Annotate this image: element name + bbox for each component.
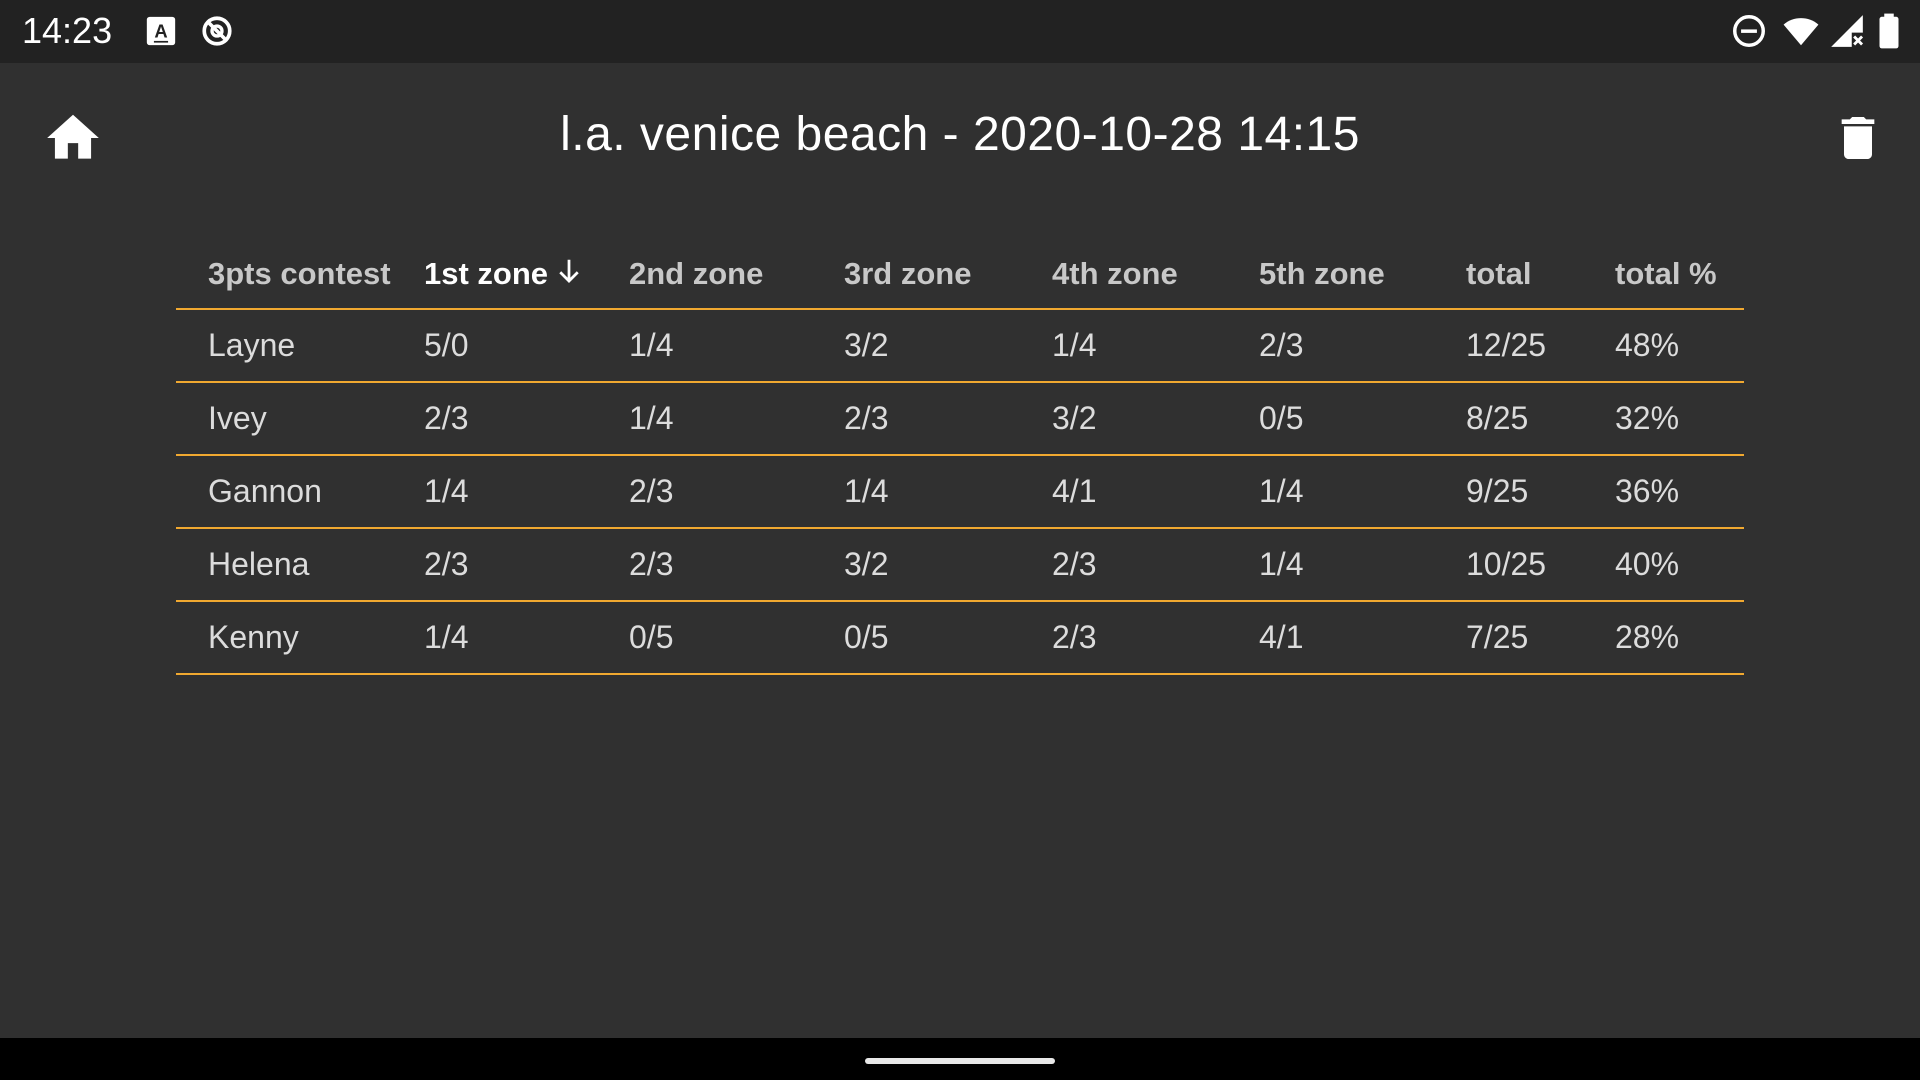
table-row[interactable]: Gannon 1/4 2/3 1/4 4/1 1/4 9/25 36% [176, 455, 1744, 529]
sort-arrow-down-icon [559, 259, 579, 283]
cell-player-name: Ivey [176, 382, 392, 456]
navigation-bar [0, 1038, 1920, 1080]
wifi-icon [1783, 18, 1819, 46]
cell-total-percent: 48% [1583, 309, 1744, 383]
cell-2nd-zone: 1/4 [597, 382, 812, 456]
cell-total: 12/25 [1434, 309, 1583, 383]
cell-total: 7/25 [1434, 601, 1583, 675]
cell-5th-zone: 0/5 [1227, 382, 1434, 456]
cell-2nd-zone: 2/3 [597, 455, 812, 529]
cell-3rd-zone: 3/2 [812, 528, 1020, 602]
table-row[interactable]: Helena 2/3 2/3 3/2 2/3 1/4 10/25 40% [176, 528, 1744, 602]
header-total[interactable]: total [1434, 240, 1583, 310]
header-contest[interactable]: 3pts contest [176, 240, 392, 310]
cell-2nd-zone: 2/3 [597, 528, 812, 602]
results-table-container: 3pts contest 1st zone 2nd zone 3rd zone … [176, 240, 1744, 675]
cell-1st-zone: 1/4 [392, 601, 597, 675]
cell-2nd-zone: 1/4 [597, 309, 812, 383]
header-4th-zone[interactable]: 4th zone [1020, 240, 1227, 310]
header-5th-zone[interactable]: 5th zone [1227, 240, 1434, 310]
cell-5th-zone: 1/4 [1227, 528, 1434, 602]
cell-player-name: Layne [176, 309, 392, 383]
home-gesture-handle[interactable] [865, 1058, 1055, 1064]
cell-4th-zone: 3/2 [1020, 382, 1227, 456]
font-a-icon: A [146, 16, 176, 46]
cell-4th-zone: 2/3 [1020, 528, 1227, 602]
svg-text:A: A [154, 20, 167, 41]
cell-3rd-zone: 3/2 [812, 309, 1020, 383]
battery-icon [1879, 13, 1899, 49]
table-row[interactable]: Ivey 2/3 1/4 2/3 3/2 0/5 8/25 32% [176, 382, 1744, 456]
sync-icon [202, 16, 232, 46]
cell-3rd-zone: 1/4 [812, 455, 1020, 529]
cell-player-name: Kenny [176, 601, 392, 675]
cell-4th-zone: 2/3 [1020, 601, 1227, 675]
cell-5th-zone: 2/3 [1227, 309, 1434, 383]
cell-total-percent: 40% [1583, 528, 1744, 602]
cell-total-percent: 36% [1583, 455, 1744, 529]
home-icon[interactable] [40, 107, 106, 169]
cell-4th-zone: 4/1 [1020, 455, 1227, 529]
status-time: 14:23 [22, 10, 113, 51]
table-row[interactable]: Layne 5/0 1/4 3/2 1/4 2/3 12/25 48% [176, 309, 1744, 383]
cell-signal-icon [1831, 15, 1864, 47]
cell-1st-zone: 2/3 [392, 528, 597, 602]
cell-5th-zone: 4/1 [1227, 601, 1434, 675]
status-bar: 14:23 A [0, 0, 1920, 63]
trash-icon[interactable] [1830, 107, 1886, 169]
cell-total: 8/25 [1434, 382, 1583, 456]
app-bar: l.a. venice beach - 2020-10-28 14:15 [0, 63, 1920, 211]
results-table: 3pts contest 1st zone 2nd zone 3rd zone … [176, 240, 1744, 675]
table-header-row: 3pts contest 1st zone 2nd zone 3rd zone … [176, 240, 1744, 310]
page-title: l.a. venice beach - 2020-10-28 14:15 [560, 108, 1360, 161]
header-3rd-zone[interactable]: 3rd zone [812, 240, 1020, 310]
cell-1st-zone: 2/3 [392, 382, 597, 456]
do-not-disturb-icon [1733, 15, 1765, 47]
cell-3rd-zone: 2/3 [812, 382, 1020, 456]
header-total-percent[interactable]: total % [1583, 240, 1744, 310]
table-row[interactable]: Kenny 1/4 0/5 0/5 2/3 4/1 7/25 28% [176, 601, 1744, 675]
cell-1st-zone: 1/4 [392, 455, 597, 529]
header-2nd-zone[interactable]: 2nd zone [597, 240, 812, 310]
cell-total-percent: 32% [1583, 382, 1744, 456]
header-1st-zone[interactable]: 1st zone [392, 240, 597, 310]
cell-total: 10/25 [1434, 528, 1583, 602]
cell-5th-zone: 1/4 [1227, 455, 1434, 529]
cell-4th-zone: 1/4 [1020, 309, 1227, 383]
cell-2nd-zone: 0/5 [597, 601, 812, 675]
cell-3rd-zone: 0/5 [812, 601, 1020, 675]
cell-total: 9/25 [1434, 455, 1583, 529]
cell-total-percent: 28% [1583, 601, 1744, 675]
cell-1st-zone: 5/0 [392, 309, 597, 383]
cell-player-name: Gannon [176, 455, 392, 529]
cell-player-name: Helena [176, 528, 392, 602]
